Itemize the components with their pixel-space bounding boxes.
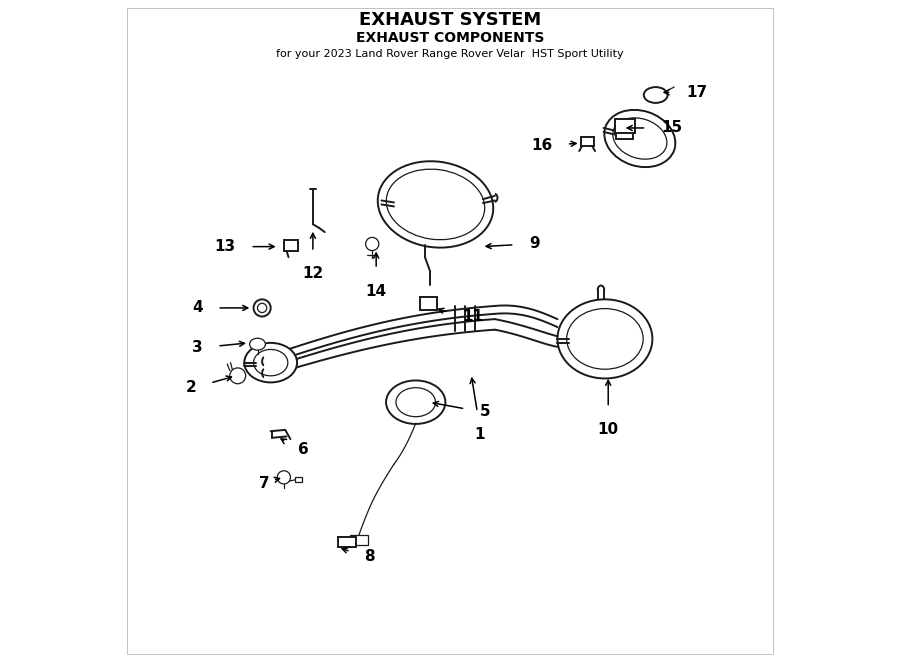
Text: 4: 4 <box>193 301 202 315</box>
Text: 16: 16 <box>531 138 553 153</box>
Circle shape <box>257 303 266 312</box>
Text: EXHAUST COMPONENTS: EXHAUST COMPONENTS <box>356 31 544 45</box>
Text: 8: 8 <box>364 549 375 564</box>
Bar <box>419 297 436 310</box>
Ellipse shape <box>557 299 652 379</box>
Text: 3: 3 <box>193 340 202 355</box>
Text: 6: 6 <box>299 442 309 457</box>
Bar <box>338 537 356 547</box>
Text: 11: 11 <box>462 309 483 324</box>
Text: 5: 5 <box>480 404 491 419</box>
Text: 15: 15 <box>661 120 682 136</box>
Text: 17: 17 <box>686 85 707 100</box>
Circle shape <box>365 238 379 251</box>
Circle shape <box>254 299 271 316</box>
Ellipse shape <box>244 343 297 383</box>
Ellipse shape <box>604 110 675 167</box>
Ellipse shape <box>386 381 446 424</box>
Ellipse shape <box>644 87 668 103</box>
Bar <box>295 477 302 482</box>
Bar <box>580 137 594 146</box>
Text: 1: 1 <box>474 426 485 442</box>
Bar <box>615 118 634 133</box>
Text: 7: 7 <box>259 477 269 491</box>
Ellipse shape <box>378 162 493 248</box>
Circle shape <box>277 471 291 484</box>
Text: 9: 9 <box>529 236 540 252</box>
Ellipse shape <box>249 338 266 350</box>
Text: 12: 12 <box>302 266 323 281</box>
Circle shape <box>230 368 246 384</box>
Text: EXHAUST SYSTEM: EXHAUST SYSTEM <box>359 11 541 29</box>
Text: 13: 13 <box>214 239 236 254</box>
Bar <box>350 535 368 545</box>
Bar <box>284 240 299 251</box>
Text: 2: 2 <box>185 379 196 395</box>
Text: for your 2023 Land Rover Range Rover Velar  HST Sport Utility: for your 2023 Land Rover Range Rover Vel… <box>276 49 624 59</box>
Text: 10: 10 <box>598 422 619 437</box>
Text: 14: 14 <box>365 283 387 299</box>
